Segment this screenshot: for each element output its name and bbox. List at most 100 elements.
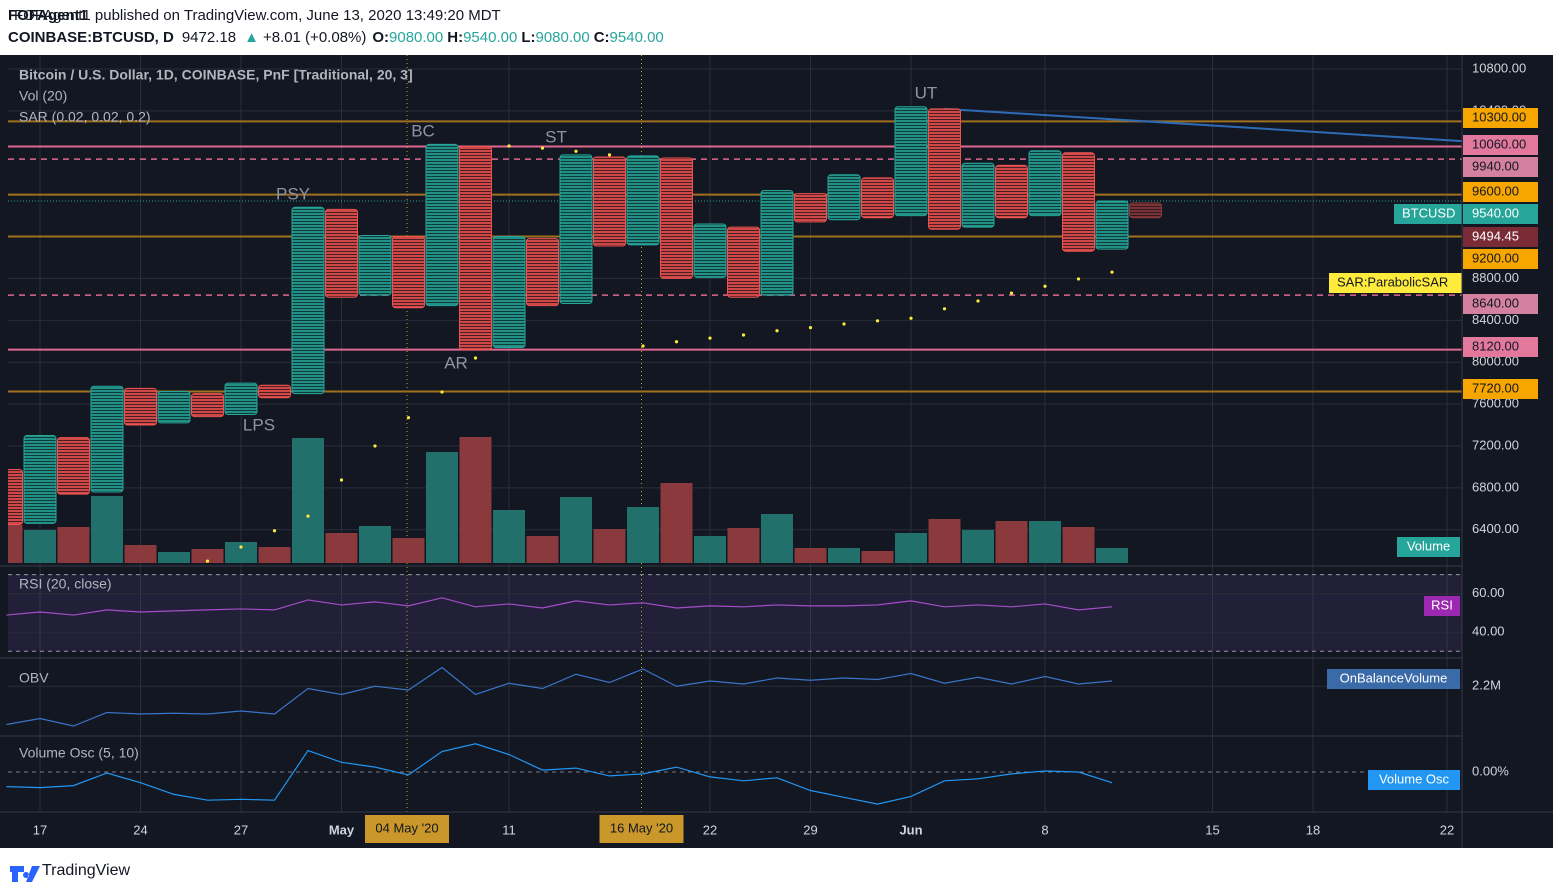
- x-tick-label: 18: [1306, 822, 1320, 837]
- x-column: [224, 382, 258, 416]
- x-column: [492, 236, 526, 349]
- y-tick-label: 2.2M: [1472, 678, 1501, 693]
- o-column: [392, 236, 425, 309]
- volume-bar: [426, 452, 458, 563]
- price-label-box: [1463, 204, 1538, 224]
- sar-dot: [842, 322, 846, 326]
- sar-dot: [942, 307, 947, 311]
- x-column: [961, 162, 995, 228]
- marker-box: [365, 815, 449, 843]
- x-column: [358, 235, 392, 296]
- x-column: [425, 143, 459, 307]
- o-column: [1129, 202, 1162, 219]
- o-column: [593, 156, 626, 247]
- sar-dot: [674, 340, 679, 344]
- o-column: [8, 469, 23, 525]
- volume-bar: [325, 533, 358, 563]
- volume-bar: [761, 514, 793, 563]
- x-column: [894, 106, 928, 217]
- sar-dot: [875, 319, 880, 323]
- logo: [10, 866, 40, 882]
- sar-dot: [741, 333, 746, 337]
- price-label: 9540.00: [1472, 205, 1519, 220]
- x-tick-label: 22: [1440, 822, 1454, 837]
- l: 9080.00: [535, 29, 589, 46]
- sar-dot: [440, 390, 444, 394]
- volume-bar: [359, 526, 391, 563]
- price-label-box: [1463, 294, 1538, 314]
- symbol-tag-box: [1394, 204, 1462, 224]
- volume-bar: [292, 438, 324, 563]
- wyckoff-label: UT: [915, 83, 938, 102]
- pane-tag-box: [1424, 596, 1460, 616]
- h: 9540.00: [463, 29, 517, 46]
- arrow: ▲: [244, 29, 259, 46]
- wyckoff-label: PSY: [276, 184, 310, 203]
- chart-title: Bitcoin / U.S. Dollar, 1D, COINBASE, PnF…: [19, 67, 413, 83]
- volume-bar: [593, 529, 626, 563]
- volume-bar: [158, 552, 190, 563]
- o-column: [861, 177, 894, 219]
- x-tick-label: 15: [1205, 822, 1219, 837]
- sar-dot: [507, 144, 511, 148]
- marker-label: 16 May '20: [610, 820, 673, 835]
- volume-bar: [57, 527, 90, 563]
- symbol: COINBASE:BTCUSD, D: [8, 29, 174, 46]
- sar-dot: [339, 478, 344, 482]
- sar-tag-box: [1329, 273, 1462, 293]
- footer-bg: [0, 848, 1553, 895]
- price-label-box: [1463, 249, 1538, 269]
- axes: 17 24 27 May 11 22 29 Jun 8 15 18 22 04 May '20 16 Ma…: [33, 60, 1538, 843]
- price-label: 10300.00: [1472, 109, 1526, 124]
- h-key: H:: [447, 29, 463, 46]
- x-tick-label: 17: [33, 822, 47, 837]
- x-tick-label: May: [329, 822, 355, 837]
- x-column: [1028, 150, 1062, 217]
- volume-bar: [694, 536, 726, 563]
- volume-bar: [861, 551, 894, 563]
- obv-line: [6, 666, 1113, 727]
- sar-dot: [473, 356, 478, 360]
- price-label-box: [1463, 227, 1538, 247]
- indicator-panes: [6, 574, 1462, 805]
- x-column: [291, 206, 325, 395]
- pane-tag: OnBalanceVolume: [1340, 670, 1448, 685]
- price-label-box: [1463, 337, 1538, 357]
- sar-dot: [775, 329, 779, 333]
- o-column: [1062, 152, 1095, 252]
- sar-dot: [239, 545, 243, 549]
- price-plot: PSY BC ST UT AR LPS: [8, 83, 1462, 563]
- o-column: [258, 384, 291, 399]
- x-column: [626, 155, 660, 246]
- c: 9540.00: [610, 29, 664, 46]
- y-tick-label: 10800.00: [1472, 60, 1526, 75]
- price-label-box: [1463, 182, 1538, 202]
- sar-tag: SAR:ParabolicSAR: [1337, 274, 1448, 289]
- volume-bar: [392, 538, 425, 563]
- published-text: FOFAgent1 published on TradingView.com, …: [14, 7, 501, 24]
- volume-bar: [962, 530, 994, 563]
- volume-bar: [727, 528, 760, 563]
- volume-bar: [995, 521, 1028, 563]
- volume-bar: [794, 548, 827, 563]
- o-column: [995, 164, 1028, 219]
- x-column: [90, 385, 124, 493]
- sar-dot: [272, 529, 277, 533]
- sar-dot: [540, 146, 545, 150]
- header-bg: [0, 0, 1553, 55]
- x-tick-label: Jun: [899, 822, 922, 837]
- marker-label: 04 May '20: [375, 820, 438, 835]
- sar-dot: [574, 149, 578, 153]
- y-tick-label: 0.00%: [1472, 763, 1509, 778]
- wyckoff-label: BC: [411, 121, 435, 140]
- x-column: [693, 223, 727, 278]
- sar-dot: [641, 344, 645, 348]
- price-label: 9494.45: [1472, 228, 1519, 243]
- o-column: [57, 437, 90, 495]
- chart-bg: [0, 55, 1553, 848]
- sar-dot: [1076, 277, 1081, 281]
- x-tick-label: 22: [703, 822, 717, 837]
- o-column: [727, 226, 760, 298]
- obv-title: OBV: [19, 670, 49, 686]
- price-label-box: [1463, 379, 1538, 399]
